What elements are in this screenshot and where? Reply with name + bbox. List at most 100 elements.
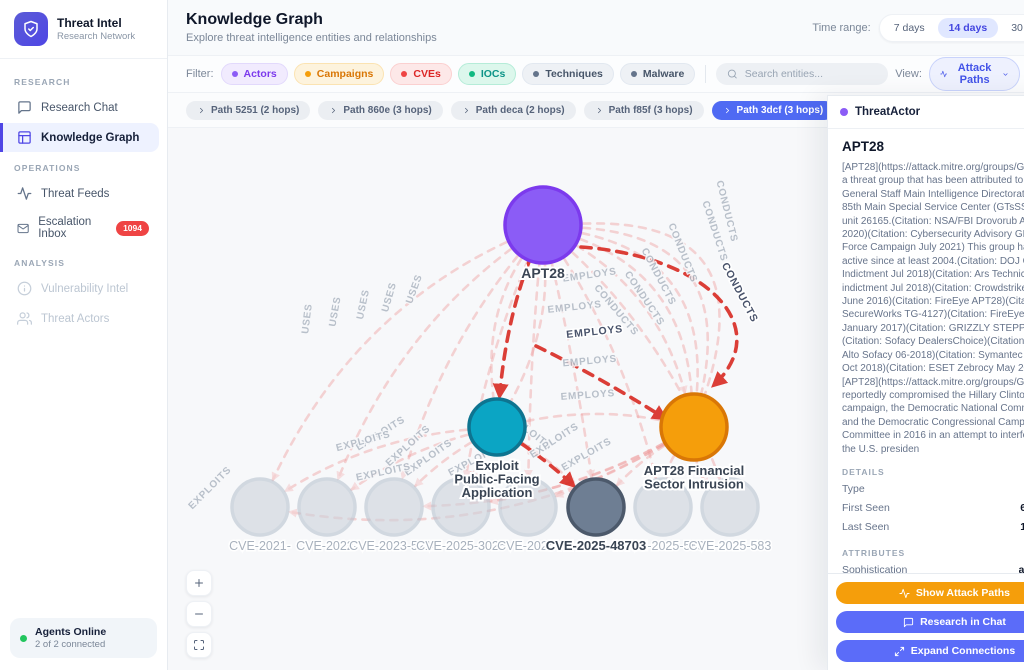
- action-button-label: Show Attack Paths: [915, 587, 1011, 599]
- detail-row: Typeactor: [842, 480, 1024, 499]
- sidebar-item-escalation-inbox[interactable]: Escalation Inbox 1094: [0, 209, 159, 247]
- activity-icon: [940, 68, 948, 80]
- graph-edge: [520, 442, 577, 489]
- sidebar-item-threat-actors[interactable]: Threat Actors: [0, 304, 159, 333]
- edge-label: EMPLOYS: [566, 323, 624, 341]
- graph-node-g1[interactable]: [230, 477, 290, 537]
- path-chip-5251[interactable]: Path 5251 (2 hops): [186, 100, 311, 120]
- chevron-right-icon: [595, 106, 604, 115]
- filter-chip-label: Actors: [243, 68, 277, 80]
- graph-edge: [663, 454, 676, 480]
- sidebar-item-threat-feeds[interactable]: Threat Feeds: [0, 179, 159, 208]
- filter-chip-iocs[interactable]: IOCs: [457, 63, 517, 85]
- entity-description: [APT28](https://attack.mitre.org/groups/…: [841, 162, 1024, 455]
- detail-value: 1/27/2026: [1020, 521, 1024, 533]
- time-range-30-days[interactable]: 30 days: [1000, 18, 1024, 38]
- path-chip-3dcf[interactable]: Path 3dcf (3 hops): [711, 100, 835, 120]
- chip-dot-icon: [468, 71, 475, 77]
- inbox-count-badge: 1094: [116, 220, 149, 236]
- sidebar-item-research-chat[interactable]: Research Chat: [0, 93, 159, 122]
- attributes-rows: SophisticationadvancedTarget Sectorsgove…: [842, 561, 1024, 573]
- graph-edge: [571, 251, 722, 481]
- path-chip-label: Path 3dcf (3 hops): [736, 104, 824, 116]
- expand-connections-button[interactable]: Expand Connections: [835, 640, 1024, 662]
- sidebar-item-vulnerability-intel[interactable]: Vulnerability Intel: [0, 274, 159, 303]
- graph-edge: [271, 240, 509, 482]
- path-chip-deca[interactable]: Path deca (2 hops): [450, 100, 576, 120]
- entity-title: APT28: [841, 139, 884, 154]
- show-attack-paths-button[interactable]: Show Attack Paths: [835, 582, 1024, 604]
- details-rows: Typeactor First Seen 6/29/2019 Last Seen 1/2…: [842, 480, 1024, 537]
- sidebar-item-label: Threat Feeds: [41, 187, 110, 200]
- graph-node-g5[interactable]: [498, 477, 558, 537]
- path-chip-label: Path 860e (3 hops): [343, 104, 432, 116]
- graph-edge: [525, 412, 661, 423]
- graph-node-g8[interactable]: [700, 477, 760, 537]
- graph-node-epfa[interactable]: [467, 397, 527, 457]
- panel-body[interactable]: APT28 [APT28](https://attack.mitre.org/g…: [827, 129, 1024, 574]
- detail-row: Last Seen 1/27/2026: [842, 518, 1024, 537]
- chevron-right-icon: [197, 106, 206, 115]
- graph-edge: [283, 428, 469, 493]
- search-box[interactable]: [716, 63, 889, 85]
- panel-header: ThreatActor: [827, 96, 1024, 129]
- time-range-14-days[interactable]: 14 days: [937, 17, 999, 38]
- path-chip-860e[interactable]: Path 860e (3 hops): [318, 100, 443, 120]
- graph-node-apt28[interactable]: [503, 185, 583, 265]
- graph-edge: [336, 247, 513, 481]
- node-label-apt28: APT28: [521, 265, 565, 281]
- filter-chip-cves[interactable]: CVEs: [390, 63, 452, 85]
- divider: [705, 65, 707, 83]
- filter-chip-label: Techniques: [545, 68, 603, 80]
- graph-node-g2[interactable]: [297, 477, 357, 537]
- filter-chip-label: IOCs: [480, 68, 506, 80]
- graph-node-cve_main[interactable]: [566, 477, 626, 537]
- plus-icon: [193, 577, 205, 589]
- entity-detail-panel: ThreatActor APT28 [APT28](https://attack…: [826, 95, 1024, 670]
- zoom-out-button[interactable]: [186, 601, 212, 627]
- path-chip-f85f[interactable]: Path f85f (3 hops): [583, 100, 704, 120]
- edge-label: USES: [327, 296, 343, 328]
- filter-chip-label: Malware: [642, 68, 685, 80]
- detail-label: Type: [841, 483, 865, 496]
- search-input[interactable]: [744, 68, 878, 80]
- node-label-g8: CVE-2025-583: [689, 539, 772, 553]
- sidebar-item-label: Vulnerability Intel: [41, 282, 129, 295]
- knowledge-graph[interactable]: CONDUCTSCONDUCTSCONDUCTSCONDUCTSCONDUCTS…: [168, 128, 1024, 670]
- shield-logo-icon: [14, 12, 48, 46]
- edge-label: EMPLOYS: [560, 388, 615, 403]
- minus-icon: [193, 608, 205, 620]
- filter-chip-campaigns[interactable]: Campaigns: [293, 63, 385, 85]
- filter-chip-actors[interactable]: Actors: [220, 63, 288, 85]
- chip-dot-icon: [533, 71, 540, 77]
- graph-node-g7[interactable]: [633, 477, 693, 537]
- chevron-down-icon: [1002, 69, 1009, 80]
- sidebar: Threat Intel Research Network RESEARCH Re…: [0, 0, 168, 670]
- filter-chip-techniques[interactable]: Techniques: [522, 63, 614, 85]
- zoom-in-button[interactable]: [186, 570, 212, 596]
- research-in-chat-button[interactable]: Research in Chat: [835, 611, 1024, 633]
- edge-label: USES: [404, 273, 425, 305]
- graph-node-campaign[interactable]: [659, 392, 729, 462]
- path-chip-label: Path deca (2 hops): [475, 104, 565, 116]
- view-dropdown[interactable]: Attack Paths: [928, 57, 1020, 91]
- time-range-label: Time range:: [812, 21, 871, 34]
- filter-bar: Filter: Actors Campaigns CVEs IOCs Technique…: [168, 55, 1024, 93]
- view-value: Attack Paths: [957, 62, 992, 86]
- graph-edge: [462, 260, 529, 480]
- fullscreen-icon: [193, 639, 205, 651]
- chevron-right-icon: [329, 106, 338, 115]
- attribute-row: Sophistication advanced: [842, 561, 1024, 573]
- view-controls: View: Attack Paths 20 paths: [895, 57, 1024, 91]
- filter-chip-malware[interactable]: Malware: [619, 63, 696, 85]
- detail-label: First Seen: [841, 502, 890, 515]
- graph-node-g4[interactable]: [431, 477, 491, 537]
- sidebar-item-knowledge-graph[interactable]: Knowledge Graph: [0, 123, 159, 152]
- fullscreen-button[interactable]: [186, 632, 212, 658]
- graph-node-g3[interactable]: [364, 477, 424, 537]
- edge-label: USES: [380, 281, 399, 313]
- graph-edge: [579, 237, 693, 394]
- detail-label: Last Seen: [841, 521, 890, 534]
- time-range-7-days[interactable]: 7 days: [883, 18, 936, 38]
